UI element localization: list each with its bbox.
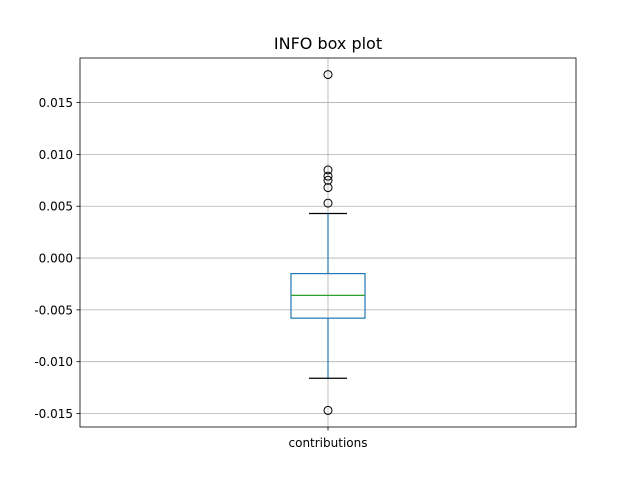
y-tick-label: -0.005 xyxy=(34,303,73,317)
y-tick-label: 0.005 xyxy=(39,200,73,214)
outlier-point xyxy=(323,165,333,175)
y-axis-ticks: -0.015 -0.010 -0.005 0.000 0.005 0.010 0.015 xyxy=(34,96,80,421)
outlier-point xyxy=(323,405,333,415)
y-tick-label: 0.010 xyxy=(39,148,73,162)
y-tick-label: -0.010 xyxy=(34,355,73,369)
y-tick-label: -0.015 xyxy=(34,407,73,421)
outlier-point xyxy=(323,183,333,193)
y-tick-label: 0.000 xyxy=(39,252,73,266)
x-tick-label: contributions xyxy=(289,436,368,450)
box-group xyxy=(290,70,366,415)
outlier-point xyxy=(323,171,333,181)
outlier-point xyxy=(323,175,333,185)
chart-title: INFO box plot xyxy=(274,34,382,53)
x-axis-ticks: contributions xyxy=(289,427,368,450)
box-plot-series xyxy=(290,70,366,415)
grid-lines xyxy=(80,58,576,427)
outlier-point xyxy=(323,198,333,208)
y-tick-label: 0.015 xyxy=(39,96,73,110)
outlier-point xyxy=(323,70,333,80)
